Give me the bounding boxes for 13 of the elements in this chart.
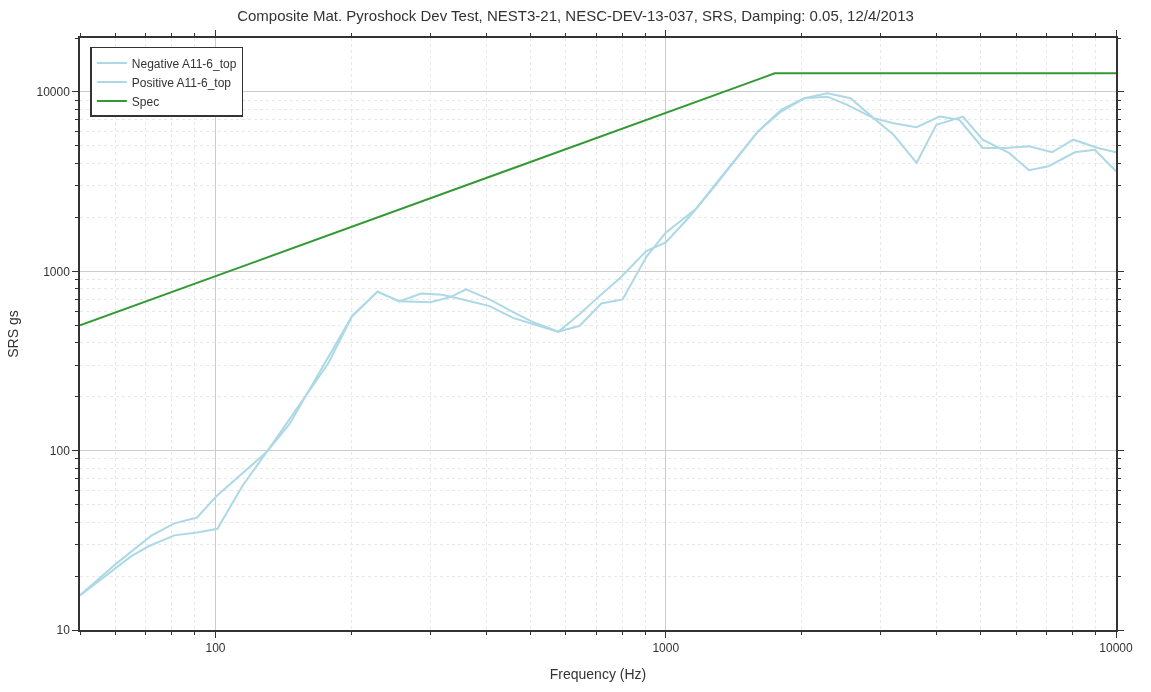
legend-label: Spec <box>131 94 160 109</box>
x-tick-label: 100 <box>205 641 226 656</box>
y-axis-title: SRS gs <box>4 310 21 358</box>
chart-title: Composite Mat. Pyroshock Dev Test, NEST3-21, NESC-DEV-13-037, SRS, Damping: 0.05, 12/4/2013 <box>237 6 914 24</box>
y-tick-label: 10000 <box>36 85 71 100</box>
x-axis-title: Frequency (Hz) <box>549 665 647 682</box>
legend-label: Negative A11-6_top <box>131 56 237 71</box>
legend-label: Positive A11-6_top <box>131 75 232 90</box>
x-tick-label: 10000 <box>1099 641 1134 656</box>
y-tick-label: 1000 <box>43 264 71 279</box>
x-tick-label: 1000 <box>652 641 680 656</box>
y-tick-label: 10 <box>56 623 71 638</box>
y-tick-label: 100 <box>49 443 71 458</box>
